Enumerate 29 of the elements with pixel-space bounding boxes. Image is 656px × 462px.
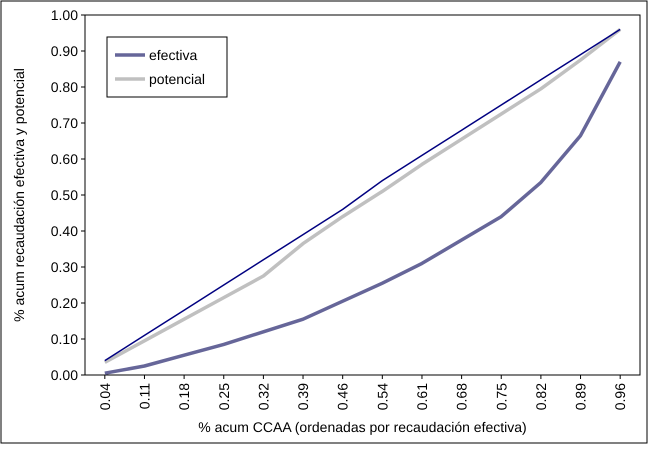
- y-tick-label: 1.00: [50, 6, 78, 23]
- y-tick-label: 0.60: [50, 150, 78, 167]
- x-tick-label: 0.82: [532, 382, 549, 410]
- x-tick-label: 0.89: [572, 382, 589, 410]
- x-tick-label: 0.04: [96, 382, 113, 410]
- x-tick-label: 0.25: [216, 382, 232, 410]
- y-tick-label: 0.10: [50, 330, 78, 347]
- x-tick-label: 0.18: [176, 382, 192, 410]
- y-tick-label: 0.30: [50, 258, 78, 275]
- x-tick-label: 0.46: [334, 382, 351, 410]
- x-tick-label: 0.11: [136, 382, 152, 410]
- y-tick-label: 0.20: [50, 294, 78, 311]
- x-tick-label: 0.61: [414, 382, 430, 410]
- y-tick-label: 0.80: [50, 78, 78, 95]
- x-tick-label: 0.54: [374, 382, 390, 410]
- y-axis-title: % acum recaudación efectiva y potencial: [11, 68, 27, 322]
- legend-label: efectiva: [149, 46, 198, 63]
- x-tick-label: 0.32: [255, 382, 272, 410]
- x-tick-label: 0.75: [493, 382, 510, 410]
- x-tick-label: 0.39: [295, 382, 312, 410]
- y-tick-label: 0.70: [50, 114, 78, 131]
- y-tick-label: 0.90: [50, 42, 78, 59]
- x-tick-label: 0.96: [612, 382, 628, 410]
- x-tick-label: 0.68: [454, 382, 470, 410]
- y-tick-label: 0.40: [50, 222, 78, 239]
- y-tick-label: 0.00: [50, 366, 78, 383]
- x-axis-title: % acum CCAA (ordenadas por recaudación efectiva): [198, 419, 527, 435]
- legend-label: potencial: [149, 70, 206, 87]
- y-tick-label: 0.50: [50, 186, 78, 203]
